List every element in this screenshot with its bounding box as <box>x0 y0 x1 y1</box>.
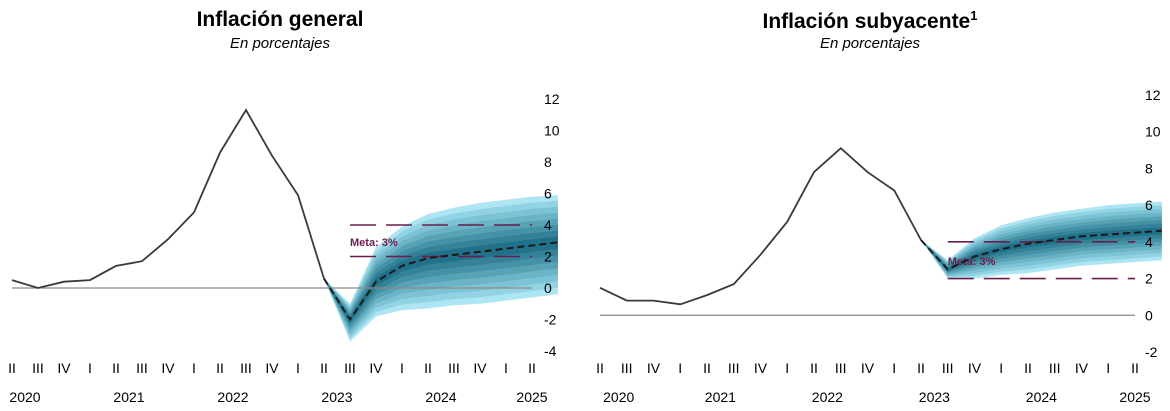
x-tick-label: III <box>32 360 44 376</box>
x-tick-label: IV <box>861 360 875 376</box>
x-tick-label: I <box>504 360 508 376</box>
x-tick-label: II <box>112 360 120 376</box>
x-tick-label: II <box>703 360 711 376</box>
x-tick-label: III <box>136 360 148 376</box>
chart-title: Inflación subyacente1 <box>762 8 978 33</box>
year-label: 2022 <box>812 389 843 405</box>
y-tick-label: 10 <box>544 123 560 139</box>
forecast-line <box>323 241 559 322</box>
series-line <box>599 146 922 306</box>
year-label: 2025 <box>516 389 547 405</box>
y-tick-label: 12 <box>1145 87 1161 103</box>
year-label: 2025 <box>1119 389 1150 405</box>
target-label: Meta: 3% <box>948 256 996 268</box>
x-tick-label: IV <box>57 360 71 376</box>
x-tick-label: I <box>192 360 196 376</box>
x-tick-label: I <box>296 360 300 376</box>
year-label: 2020 <box>603 389 634 405</box>
x-tick-label: III <box>240 360 252 376</box>
x-tick-label: III <box>344 360 356 376</box>
x-tick-label: IV <box>473 360 487 376</box>
x-tick-label: II <box>424 360 432 376</box>
x-tick-label: II <box>320 360 328 376</box>
x-tick-label: III <box>942 360 954 376</box>
x-tick-label: I <box>785 360 789 376</box>
chart-panel-general: Inflación general En porcentajes Meta: 3… <box>8 8 560 405</box>
x-tick-label: III <box>728 360 740 376</box>
x-tick-label: II <box>8 360 16 376</box>
chart-subtitle: En porcentajes <box>819 35 921 52</box>
year-label: 2021 <box>705 389 736 405</box>
x-tick-label: I <box>678 360 682 376</box>
x-tick-label: II <box>810 360 818 376</box>
year-label: 2023 <box>321 389 352 405</box>
x-tick-label: II <box>1131 360 1139 376</box>
x-tick-label: IV <box>161 360 175 376</box>
x-tick-label: III <box>448 360 460 376</box>
x-tick-label: I <box>1106 360 1110 376</box>
y-tick-label: -2 <box>544 312 557 328</box>
y-tick-label: 10 <box>1145 124 1161 140</box>
x-tick-label: I <box>892 360 896 376</box>
y-tick-label: 6 <box>1145 197 1153 213</box>
x-tick-label: IV <box>968 360 982 376</box>
x-tick-label: III <box>1049 360 1061 376</box>
x-tick-label: I <box>400 360 404 376</box>
x-tick-label: IV <box>647 360 661 376</box>
y-tick-label: 8 <box>544 154 552 170</box>
year-label: 2020 <box>9 389 40 405</box>
y-tick-label: 4 <box>544 217 552 233</box>
series-line <box>11 108 325 289</box>
year-label: 2022 <box>217 389 248 405</box>
chart-subtitle: En porcentajes <box>229 35 331 52</box>
y-tick-label: 2 <box>544 249 552 265</box>
forecast-line <box>920 229 1162 271</box>
y-tick-label: 6 <box>544 186 552 202</box>
y-tick-label: -2 <box>1145 344 1158 360</box>
x-tick-label: I <box>999 360 1003 376</box>
chart-title: Inflación general <box>196 8 364 31</box>
x-tick-label: III <box>835 360 847 376</box>
x-tick-label: II <box>1024 360 1032 376</box>
x-tick-label: II <box>917 360 925 376</box>
chart-panel-subyacente: Inflación subyacente1 En porcentajes Met… <box>590 0 1170 411</box>
y-tick-label: 12 <box>544 91 560 107</box>
y-tick-label: 2 <box>1145 271 1153 287</box>
year-label: 2021 <box>113 389 144 405</box>
year-label: 2023 <box>919 389 950 405</box>
x-tick-label: IV <box>369 360 383 376</box>
year-label: 2024 <box>1026 389 1057 405</box>
x-tick-label: I <box>88 360 92 376</box>
target-label: Meta: 3% <box>350 237 398 249</box>
y-tick-label: -4 <box>544 343 557 359</box>
y-tick-label: 0 <box>1145 307 1153 323</box>
y-tick-label: 8 <box>1145 160 1153 176</box>
x-tick-label: II <box>528 360 536 376</box>
x-tick-label: IV <box>1075 360 1089 376</box>
x-tick-label: IV <box>754 360 768 376</box>
x-tick-label: III <box>621 360 633 376</box>
y-tick-label: 4 <box>1145 234 1153 250</box>
year-label: 2024 <box>425 389 456 405</box>
y-tick-label: 0 <box>544 280 552 296</box>
x-tick-label: II <box>216 360 224 376</box>
x-tick-label: IV <box>265 360 279 376</box>
x-tick-label: II <box>596 360 604 376</box>
fan-band <box>921 227 1162 271</box>
